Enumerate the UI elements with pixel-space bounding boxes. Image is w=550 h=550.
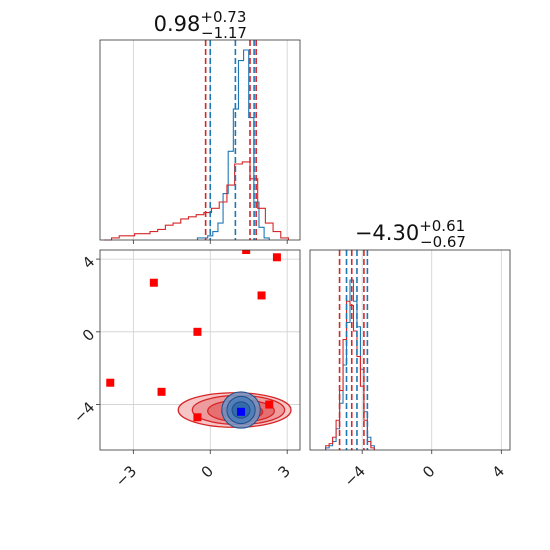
red-marker (157, 387, 166, 396)
x-tick-label: −3 (112, 462, 140, 490)
x-tick-label: 0 (198, 462, 217, 481)
title-value: 0.98 (154, 12, 201, 36)
title-value: −4.30 (355, 221, 419, 245)
marginal-panel-param2: −4 0 4 −4.30+0.61 −0.67 (309, 217, 511, 490)
red-marker (149, 278, 158, 287)
red-marker (242, 250, 251, 254)
x-tick-label: −4 (341, 462, 369, 490)
red-marker (193, 413, 202, 422)
y-tick-label: −4 (70, 398, 98, 426)
y-tick-label: 0 (79, 325, 98, 344)
x-tick-label: 3 (275, 462, 294, 481)
blue-marker (237, 407, 246, 416)
red-marker (272, 253, 281, 262)
red-marker (106, 378, 115, 387)
panel-title-param1: 0.98+0.73 (154, 8, 247, 36)
joint-panel: −3 0 3 −4 0 4 (70, 249, 301, 490)
red-marker (257, 291, 266, 300)
red-marker (265, 400, 274, 409)
x-tick-label: 0 (419, 462, 438, 481)
title-upper: +0.61 (419, 217, 465, 235)
panel-frame (99, 39, 301, 241)
title-upper: +0.73 (200, 8, 246, 26)
panel-frame (309, 249, 511, 451)
panel-title-param2: −4.30+0.61 (355, 217, 465, 245)
histogram-series (103, 161, 290, 241)
red-marker (193, 327, 202, 336)
x-tick-label: 4 (489, 462, 508, 481)
panel-frame (99, 249, 301, 451)
title-lower: −1.17 (201, 24, 247, 42)
title-lower: −0.67 (420, 233, 466, 251)
histogram-series (196, 49, 270, 240)
marginal-panel-param1: 0.98+0.73 −1.17 (99, 8, 301, 244)
y-tick-label: 4 (79, 253, 98, 272)
